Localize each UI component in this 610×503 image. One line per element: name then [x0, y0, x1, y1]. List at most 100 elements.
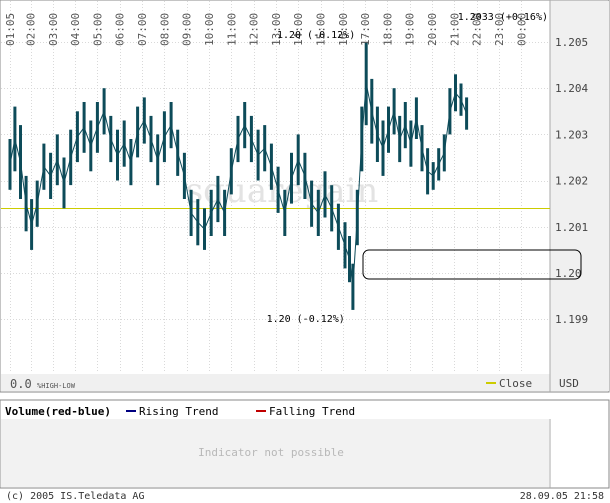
indicator-message: Indicator not possible	[198, 446, 344, 459]
x-tick-label: 20:00	[426, 13, 439, 46]
price-connector	[9, 138, 16, 165]
x-tick-label: 00:00	[515, 13, 528, 46]
price-connector	[230, 138, 239, 172]
x-tick-label: 16:00	[337, 13, 350, 46]
x-tick-label: 12:00	[248, 13, 261, 46]
price-connector	[25, 203, 33, 225]
x-tick-label: 17:00	[359, 13, 372, 46]
price-connector	[110, 138, 118, 156]
y-tick-label: 1.201	[555, 221, 588, 234]
y-tick-label: 1.202	[555, 175, 588, 188]
price-connector	[291, 159, 299, 179]
price-connector	[376, 134, 384, 149]
price-connector	[31, 203, 38, 225]
y-tick-label: 1.203	[555, 128, 588, 141]
price-connector	[270, 166, 279, 190]
price-connector	[117, 143, 125, 156]
x-tick-label: 22:00	[471, 13, 484, 46]
price-connector	[157, 136, 165, 160]
price-connector	[190, 212, 199, 223]
price-connector	[415, 118, 423, 149]
price-connector	[103, 111, 112, 140]
price-connector	[43, 166, 52, 177]
footer-value: 0.0	[10, 377, 32, 391]
indicator-title: Volume(red-blue)	[5, 405, 111, 418]
last-quote: 1.2033 (+0.16%)	[458, 12, 548, 23]
price-bar	[351, 263, 355, 310]
price-connector	[356, 138, 363, 218]
x-axis-ticks: 01:05 02:00 03:00 04:00 05:00 06:00 07:00 08:00…	[4, 13, 528, 46]
falling-legend-label: Falling Trend	[269, 405, 355, 418]
timestamp: 28.09.05 21:58	[520, 491, 604, 502]
price-connector	[371, 111, 378, 135]
y-axis-strip	[550, 1, 609, 391]
price-connector	[443, 111, 451, 153]
price-connector	[250, 138, 259, 156]
indicator-panel	[0, 399, 610, 489]
price-connector	[143, 120, 152, 140]
price-connector	[361, 83, 367, 140]
price-connector	[63, 157, 72, 184]
annotations: 1.20 (-0.12%) 1.20 (-0.12%) 1.2033 (+0.16%…	[267, 12, 548, 325]
ohlc-bars	[8, 42, 469, 310]
price-connector	[130, 131, 139, 163]
price-connector	[352, 217, 358, 287]
price-connector	[257, 147, 266, 156]
indicator-plot-area	[1, 419, 549, 487]
price-connector	[70, 136, 78, 158]
price-connector	[438, 152, 445, 165]
y-tick-label: 1.205	[555, 36, 588, 49]
price-connector	[20, 162, 27, 204]
x-tick-label: 06:00	[114, 13, 127, 46]
price-connector	[204, 212, 212, 230]
x-tick-label: 11:00	[225, 13, 238, 46]
x-tick-label: 01:05	[4, 13, 17, 46]
x-tick-label: 05:00	[91, 13, 104, 46]
price-connector	[217, 198, 226, 214]
x-tick-label: 19:00	[404, 13, 417, 46]
price-connector	[170, 124, 179, 153]
x-tick-label: 18:00	[381, 13, 394, 46]
x-tick-label: 09:00	[181, 13, 194, 46]
currency-label: USD	[559, 377, 579, 390]
price-bar	[102, 88, 106, 135]
price-bar	[216, 175, 220, 223]
price-connector	[56, 159, 65, 184]
rising-legend-label: Rising Trend	[139, 405, 218, 418]
price-connector	[455, 92, 462, 101]
x-tick-label: 02:00	[25, 13, 38, 46]
price-connector	[76, 127, 85, 137]
y-tick-label: 1.199	[555, 313, 588, 326]
main-footer-strip	[1, 374, 550, 391]
footer-mode: %HIGH-LOW	[37, 382, 76, 390]
x-tick-label: 14:00	[292, 13, 305, 46]
price-connector	[96, 111, 105, 128]
price-connector	[277, 189, 286, 214]
y-tick-label: 1.20	[555, 267, 582, 280]
x-tick-label: 03:00	[47, 13, 60, 46]
price-connector	[197, 221, 205, 230]
price-bar	[431, 162, 435, 190]
price-bar	[392, 88, 396, 135]
highlight-box	[362, 249, 582, 280]
price-connector	[317, 194, 326, 214]
price-connector	[410, 118, 417, 144]
price-connector	[14, 138, 21, 163]
price-connector	[163, 124, 172, 137]
price-connector	[137, 120, 145, 133]
price-connector	[382, 129, 389, 149]
price-connector	[244, 124, 252, 140]
price-connector	[83, 127, 92, 147]
price-connector	[177, 152, 185, 177]
price-connector	[297, 159, 306, 177]
price-connector	[393, 111, 401, 140]
price-connector	[324, 194, 333, 209]
low-annotation: 1.20 (-0.12%)	[267, 314, 345, 325]
x-tick-label: 07:00	[136, 13, 149, 46]
x-tick-label: 21:00	[448, 13, 461, 46]
price-connector	[237, 124, 246, 140]
price-connector	[210, 198, 219, 214]
price-connector	[331, 208, 339, 227]
price-connector	[432, 164, 440, 177]
